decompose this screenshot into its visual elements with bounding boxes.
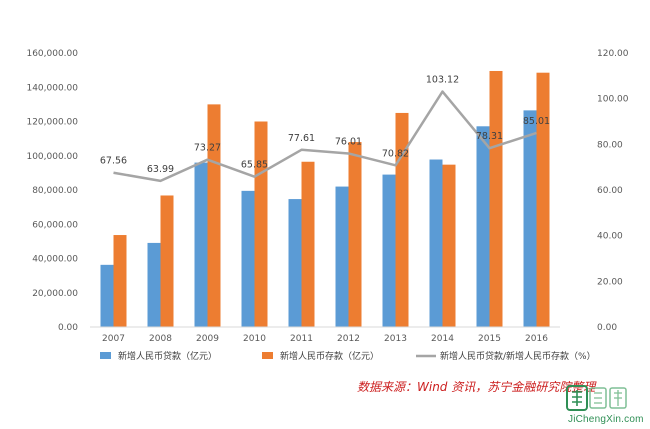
loan-bar	[100, 264, 114, 327]
x-tick-label: 2016	[525, 334, 548, 344]
loan-bar	[382, 174, 396, 327]
right-tick-label: 20.00	[597, 277, 623, 287]
x-tick-label: 2013	[384, 334, 407, 344]
ratio-data-label: 63.99	[147, 164, 174, 175]
x-tick-label: 2014	[431, 334, 454, 344]
ratio-data-label: 76.01	[335, 136, 362, 147]
right-tick-label: 0.00	[597, 323, 617, 333]
deposit-bar	[348, 142, 362, 327]
deposit-bar	[254, 121, 268, 327]
deposit-bar	[489, 70, 503, 327]
left-tick-label: 140,000.00	[26, 83, 78, 93]
legend-loan-swatch	[100, 352, 111, 359]
ratio-data-label: 77.61	[288, 133, 315, 144]
left-tick-label: 0.00	[58, 323, 78, 333]
x-tick-label: 2011	[290, 334, 313, 344]
x-tick-label: 2007	[102, 334, 125, 344]
loan-bar	[523, 110, 537, 328]
x-tick-label: 2015	[478, 334, 501, 344]
loan-bar	[429, 159, 443, 327]
ratio-data-label: 73.27	[194, 143, 221, 154]
left-tick-label: 20,000.00	[32, 289, 78, 299]
right-tick-label: 120.00	[597, 49, 629, 59]
loan-bar	[241, 190, 255, 327]
left-tick-label: 60,000.00	[32, 220, 78, 230]
deposit-bar	[536, 72, 550, 327]
ratio-data-label: 70.82	[382, 148, 409, 159]
left-axis: 0.00 20,000.00 40,000.00 60,000.00 80,000.00…	[26, 49, 78, 333]
right-tick-label: 100.00	[597, 95, 629, 105]
legend-ratio-label: 新增人民币贷款/新增人民币存款（%）	[440, 350, 596, 362]
deposit-bar	[395, 112, 409, 327]
left-tick-label: 80,000.00	[32, 186, 78, 196]
ratio-line-layer: 67.56 63.99 73.27 65.85 77.61 76.01 70.82 103.1…	[100, 75, 550, 183]
loan-bar	[288, 199, 302, 327]
loan-bar	[194, 162, 208, 327]
x-axis: 2007 2008 2009 2010 2011 2012 2013 2014 2015 2016	[102, 334, 548, 344]
loan-bar	[476, 126, 490, 327]
x-tick-label: 2009	[196, 334, 219, 344]
right-axis: 0.00 20.00 40.00 60.00 80.00 100.00 120.00	[597, 49, 629, 333]
x-tick-label: 2008	[149, 334, 172, 344]
legend-deposit-label: 新增人民币存款（亿元）	[280, 350, 379, 362]
loan-bar	[147, 242, 161, 327]
deposit-bar	[113, 235, 127, 327]
left-tick-label: 160,000.00	[26, 49, 78, 59]
ratio-data-label: 65.85	[241, 160, 268, 171]
right-tick-label: 40.00	[597, 232, 623, 242]
deposit-bar	[207, 104, 221, 327]
ratio-data-label: 103.12	[426, 75, 459, 86]
legend-loan-label: 新增人民币贷款（亿元）	[118, 350, 217, 362]
ratio-data-label: 85.01	[523, 116, 550, 127]
x-tick-label: 2010	[243, 334, 266, 344]
ratio-data-label: 78.31	[476, 131, 503, 142]
left-tick-label: 40,000.00	[32, 255, 78, 265]
x-tick-label: 2012	[337, 334, 360, 344]
ratio-line	[113, 90, 537, 183]
deposit-bar	[160, 195, 174, 327]
loan-bar	[335, 186, 349, 327]
legend: 新增人民币贷款（亿元） 新增人民币存款（亿元） 新增人民币贷款/新增人民币存款（%）	[100, 350, 596, 362]
deposit-bar	[442, 164, 456, 327]
right-tick-label: 60.00	[597, 186, 623, 196]
left-tick-label: 100,000.00	[26, 152, 78, 162]
watermark-logo	[566, 385, 627, 411]
deposit-bar	[301, 161, 315, 327]
bars-layer	[100, 70, 550, 328]
source-note: 数据来源：Wind 资讯，苏宁金融研究院整理	[357, 380, 596, 394]
watermark-site: JiChengXin.com	[568, 414, 644, 425]
left-tick-label: 120,000.00	[26, 118, 78, 128]
right-tick-label: 80.00	[597, 140, 623, 150]
ratio-data-label: 67.56	[100, 156, 127, 167]
legend-deposit-swatch	[262, 352, 273, 359]
